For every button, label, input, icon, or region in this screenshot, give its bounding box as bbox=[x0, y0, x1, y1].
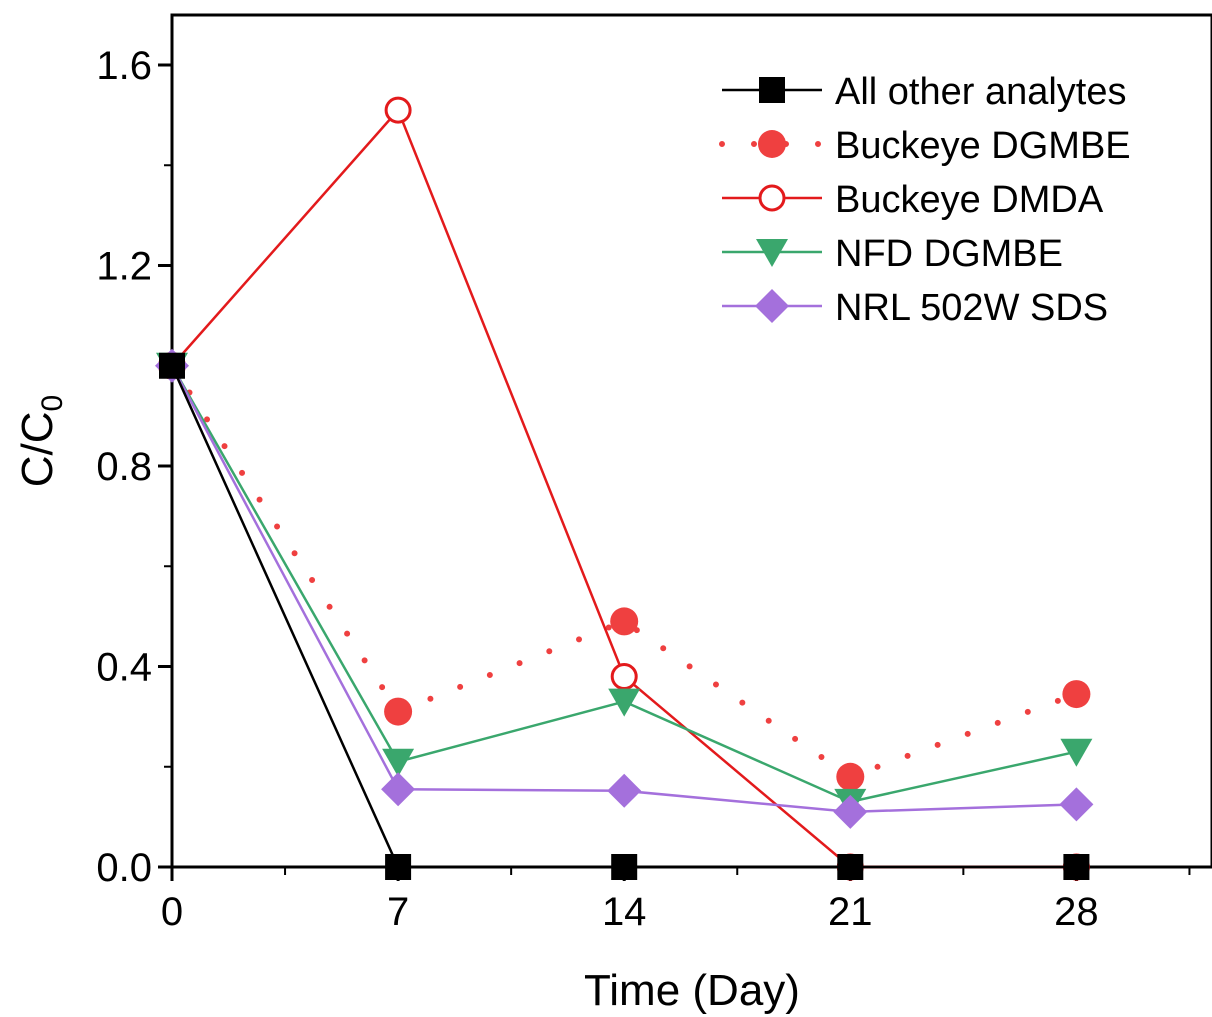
series-all-other-analytes bbox=[159, 352, 1090, 880]
legend-item-nfd-dgmbe: NFD DGMBE bbox=[722, 233, 1063, 275]
data-point bbox=[1062, 680, 1091, 709]
y-axis-title-subscript: 0 bbox=[36, 395, 69, 412]
data-point bbox=[384, 96, 412, 124]
legend-label: Buckeye DMDA bbox=[835, 179, 1104, 221]
y-tick-label: 0.8 bbox=[96, 445, 152, 489]
legend-item-buckeye-dmda: Buckeye DMDA bbox=[722, 179, 1104, 221]
y-axis-title-main: C/C bbox=[13, 411, 62, 487]
data-point bbox=[1063, 854, 1090, 880]
series-line bbox=[170, 365, 1077, 804]
x-tick-label: 7 bbox=[387, 890, 409, 934]
data-point bbox=[381, 772, 416, 807]
series-line bbox=[171, 107, 1077, 869]
legend-item-nrl-502w-sds: NRL 502W SDS bbox=[722, 287, 1108, 329]
series-nfd-dgmbe bbox=[156, 352, 1093, 817]
data-point bbox=[385, 854, 412, 880]
legend-marker bbox=[759, 77, 785, 103]
data-point bbox=[833, 794, 868, 829]
x-axis-title: Time (Day) bbox=[584, 966, 800, 1015]
y-tick-label: 1.2 bbox=[96, 245, 152, 289]
x-tick-label: 14 bbox=[602, 890, 647, 934]
x-tick-label: 21 bbox=[828, 890, 873, 934]
legend-marker bbox=[758, 184, 786, 212]
series-layer bbox=[155, 96, 1094, 881]
legend-marker bbox=[758, 130, 786, 158]
legend-label: All other analytes bbox=[835, 71, 1127, 113]
legend-label: NFD DGMBE bbox=[835, 233, 1063, 275]
series-nrl-502w-sds bbox=[155, 348, 1094, 829]
legend-marker bbox=[756, 239, 788, 267]
data-point bbox=[836, 762, 865, 791]
legend-label: NRL 502W SDS bbox=[835, 287, 1108, 329]
data-point bbox=[610, 663, 638, 691]
series-buckeye-dgmbe bbox=[158, 351, 1091, 791]
data-point bbox=[1059, 787, 1094, 822]
y-tick-label: 1.6 bbox=[96, 44, 152, 88]
legend-item-all-other-analytes: All other analytes bbox=[722, 71, 1127, 113]
x-tick-label: 0 bbox=[161, 890, 183, 934]
data-point bbox=[837, 854, 864, 880]
data-point bbox=[607, 773, 642, 808]
y-axis-title: C/C0 bbox=[13, 395, 69, 487]
data-point bbox=[608, 688, 641, 717]
data-point bbox=[159, 352, 185, 379]
axes: 0 7 14 21 28 0.0 0.4 0.8 1.2 1.6 bbox=[96, 44, 1191, 934]
x-tick-label: 28 bbox=[1054, 890, 1099, 934]
data-point bbox=[610, 607, 639, 636]
data-point bbox=[611, 854, 638, 880]
series-line bbox=[170, 365, 1077, 814]
legend-marker bbox=[755, 289, 789, 323]
data-point bbox=[1060, 738, 1093, 767]
legend: All other analytes Buckeye DGMBE Buckeye D… bbox=[719, 71, 1131, 329]
legend-label: Buckeye DGMBE bbox=[835, 125, 1131, 167]
data-point bbox=[384, 697, 413, 726]
legend-item-buckeye-dgmbe: Buckeye DGMBE bbox=[719, 125, 1131, 167]
y-tick-label: 0.0 bbox=[96, 846, 152, 890]
y-tick-label: 0.4 bbox=[96, 646, 152, 690]
data-point bbox=[382, 748, 415, 777]
